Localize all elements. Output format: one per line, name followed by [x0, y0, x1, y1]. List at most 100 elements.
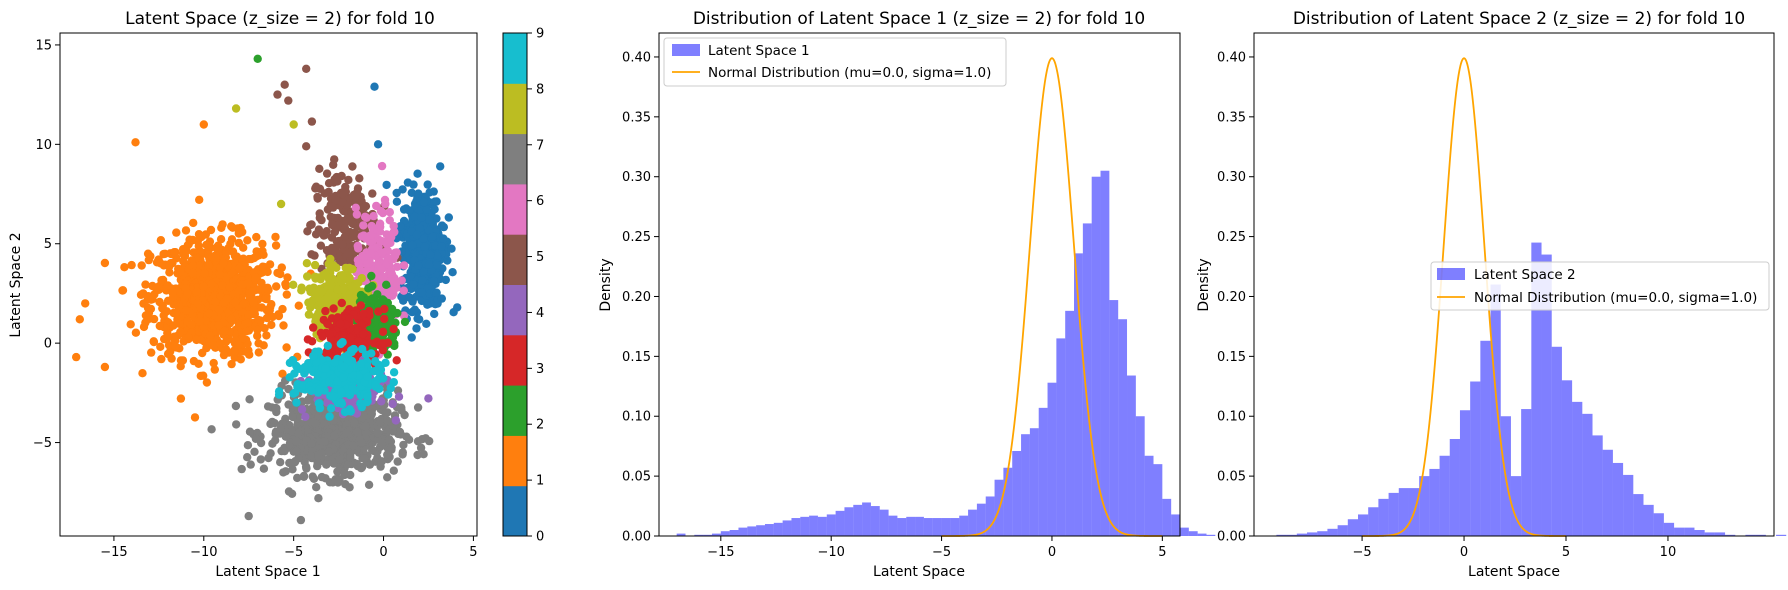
scatter-point: [328, 220, 337, 229]
scatter-point: [412, 324, 421, 333]
scatter-point: [333, 467, 342, 476]
scatter-point: [381, 408, 390, 417]
scatter-point: [386, 238, 395, 248]
scatter-point: [307, 386, 316, 395]
hist-bar: [1368, 507, 1379, 536]
scatter-point: [360, 212, 370, 221]
scatter-point: [416, 443, 426, 452]
hist1-legend-box: [663, 37, 1007, 87]
scatter-point: [271, 241, 281, 250]
hist-bar: [1449, 438, 1460, 536]
scatter-point: [230, 347, 240, 356]
hist-bar: [1327, 528, 1338, 536]
scatter-point: [246, 460, 255, 469]
scatter-point: [323, 341, 332, 350]
hist2-legend-entry-normal: Normal Distribution (mu=0.0, sigma=1.0): [1474, 290, 1757, 306]
scatter-point: [190, 413, 200, 422]
scatter-point: [381, 199, 390, 209]
hist-bar: [1623, 474, 1634, 536]
scatter-point: [231, 298, 240, 307]
scatter-point: [430, 205, 439, 214]
scatter-point: [239, 299, 248, 309]
scatter-point: [274, 311, 284, 321]
hist-bar: [1047, 382, 1057, 536]
scatter-point: [176, 267, 185, 277]
scatter-point: [143, 249, 153, 258]
scatter-point: [448, 268, 457, 277]
scatter-point: [284, 96, 293, 105]
y-tick-label: 0.10: [622, 410, 651, 425]
hist-bar: [1592, 435, 1603, 536]
hist-bar: [800, 516, 810, 536]
hist-bar: [703, 534, 712, 536]
scatter-point: [254, 339, 263, 348]
scatter-point: [326, 404, 336, 413]
scatter-point: [424, 260, 434, 269]
scatter-point: [207, 279, 216, 289]
y-tick-label: 0.35: [622, 110, 651, 125]
scatter-point: [209, 341, 218, 350]
y-tick-label: 0.35: [1217, 110, 1246, 125]
scatter-point: [314, 450, 323, 460]
scatter-point: [159, 249, 168, 259]
scatter-point: [313, 192, 322, 202]
scatter-point: [376, 264, 386, 273]
colorbar-frame: [502, 32, 528, 537]
scatter-point: [237, 464, 246, 474]
scatter-point: [243, 319, 253, 328]
scatter-point: [307, 250, 316, 259]
scatter-point: [346, 453, 355, 462]
scatter-point: [126, 320, 135, 329]
scatter-point: [234, 229, 243, 238]
scatter-point: [437, 242, 446, 251]
scatter-point: [210, 365, 219, 374]
scatter-point: [276, 458, 285, 467]
x-tick-label: 5: [1562, 545, 1570, 560]
scatter-point: [216, 235, 226, 244]
scatter-point: [318, 332, 327, 341]
scatter-point: [309, 323, 318, 332]
colorbar-tick-label: 5: [536, 250, 544, 265]
scatter-point: [294, 301, 303, 310]
scatter-point: [339, 284, 348, 294]
colorbar-segment: [503, 234, 527, 285]
scatter-point: [333, 313, 342, 322]
scatter-point: [324, 179, 334, 188]
scatter-point: [307, 451, 316, 460]
scatter-point: [319, 270, 328, 280]
scatter-point: [336, 319, 345, 329]
scatter-point: [413, 403, 423, 412]
scatter-point: [259, 464, 269, 473]
scatter-point: [262, 294, 271, 304]
scatter-point: [183, 288, 192, 298]
y-tick-label: 0: [44, 337, 52, 352]
scatter-point: [265, 260, 275, 269]
hist-bar: [809, 515, 818, 536]
hist-bar: [870, 506, 880, 536]
scatter-point: [420, 242, 429, 251]
colorbar-segment: [503, 33, 527, 84]
scatter-point: [231, 104, 241, 113]
scatter-point: [419, 450, 428, 459]
scatter-point: [282, 343, 291, 352]
scatter-point: [369, 211, 378, 221]
x-tick-label: −10: [190, 545, 217, 560]
scatter-point: [418, 276, 427, 285]
scatter-point: [375, 418, 384, 427]
scatter-point: [155, 321, 164, 331]
scatter-point: [439, 222, 448, 232]
scatter-point: [361, 422, 371, 431]
scatter-point: [250, 447, 259, 456]
hist-bar: [694, 534, 704, 536]
scatter-point: [293, 473, 302, 483]
scatter-point: [339, 362, 349, 371]
scatter-point: [181, 226, 191, 235]
scatter-point: [317, 287, 326, 296]
scatter-point: [409, 280, 418, 289]
hist1-legend-entry-normal: Normal Distribution (mu=0.0, sigma=1.0): [708, 65, 991, 81]
scatter-point: [338, 338, 347, 347]
scatter-point: [303, 272, 312, 281]
scatter-point: [444, 213, 453, 222]
scatter-point: [343, 249, 352, 258]
colorbar: 0 1 2 3 4 5 6 7 8 9: [502, 27, 544, 545]
